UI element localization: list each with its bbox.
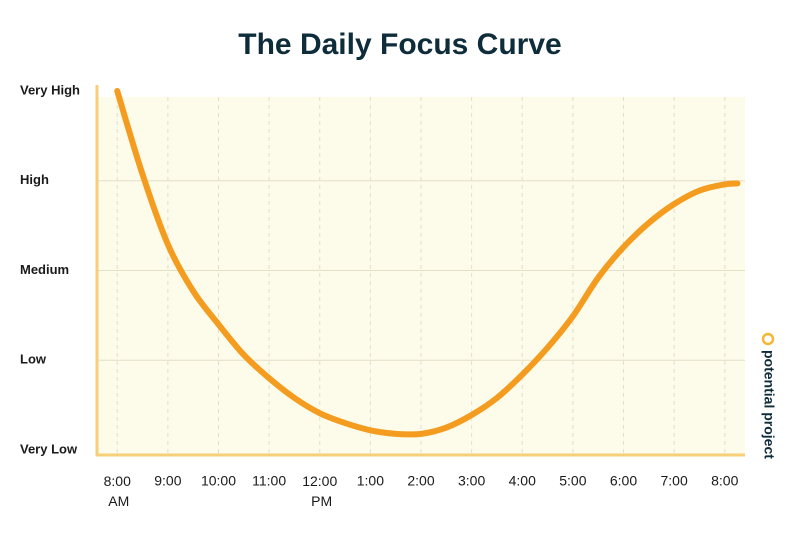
x-tick-label: 3:00: [458, 473, 485, 489]
x-tick-label: 4:00: [509, 473, 536, 489]
y-tick-label: Very High: [20, 82, 80, 97]
x-tick-label: 5:00: [559, 473, 586, 489]
x-tick-label: 10:00: [201, 473, 236, 489]
y-tick-label: Medium: [20, 262, 69, 277]
y-tick-label: High: [20, 172, 49, 187]
brand-logo: [761, 332, 775, 346]
y-tick-label: Very Low: [20, 441, 78, 456]
x-tick-label: 1:00: [357, 473, 384, 489]
chart-title: The Daily Focus Curve: [238, 28, 561, 61]
x-tick-label: 8:00: [711, 473, 738, 489]
x-tick-label: 6:00: [610, 473, 637, 489]
x-tick-label: 7:00: [661, 473, 688, 489]
x-tick-label: 8:00 AM: [104, 473, 131, 509]
x-tick-label: 12:00 PM: [302, 473, 337, 509]
grid: [97, 97, 745, 453]
y-tick-label: Low: [20, 352, 47, 367]
x-tick-label: 9:00: [154, 473, 181, 489]
x-tick-label: 2:00: [407, 473, 434, 489]
brand: potential project: [761, 350, 777, 459]
focus-line: [114, 88, 741, 438]
x-tick-label: 11:00: [252, 473, 286, 489]
